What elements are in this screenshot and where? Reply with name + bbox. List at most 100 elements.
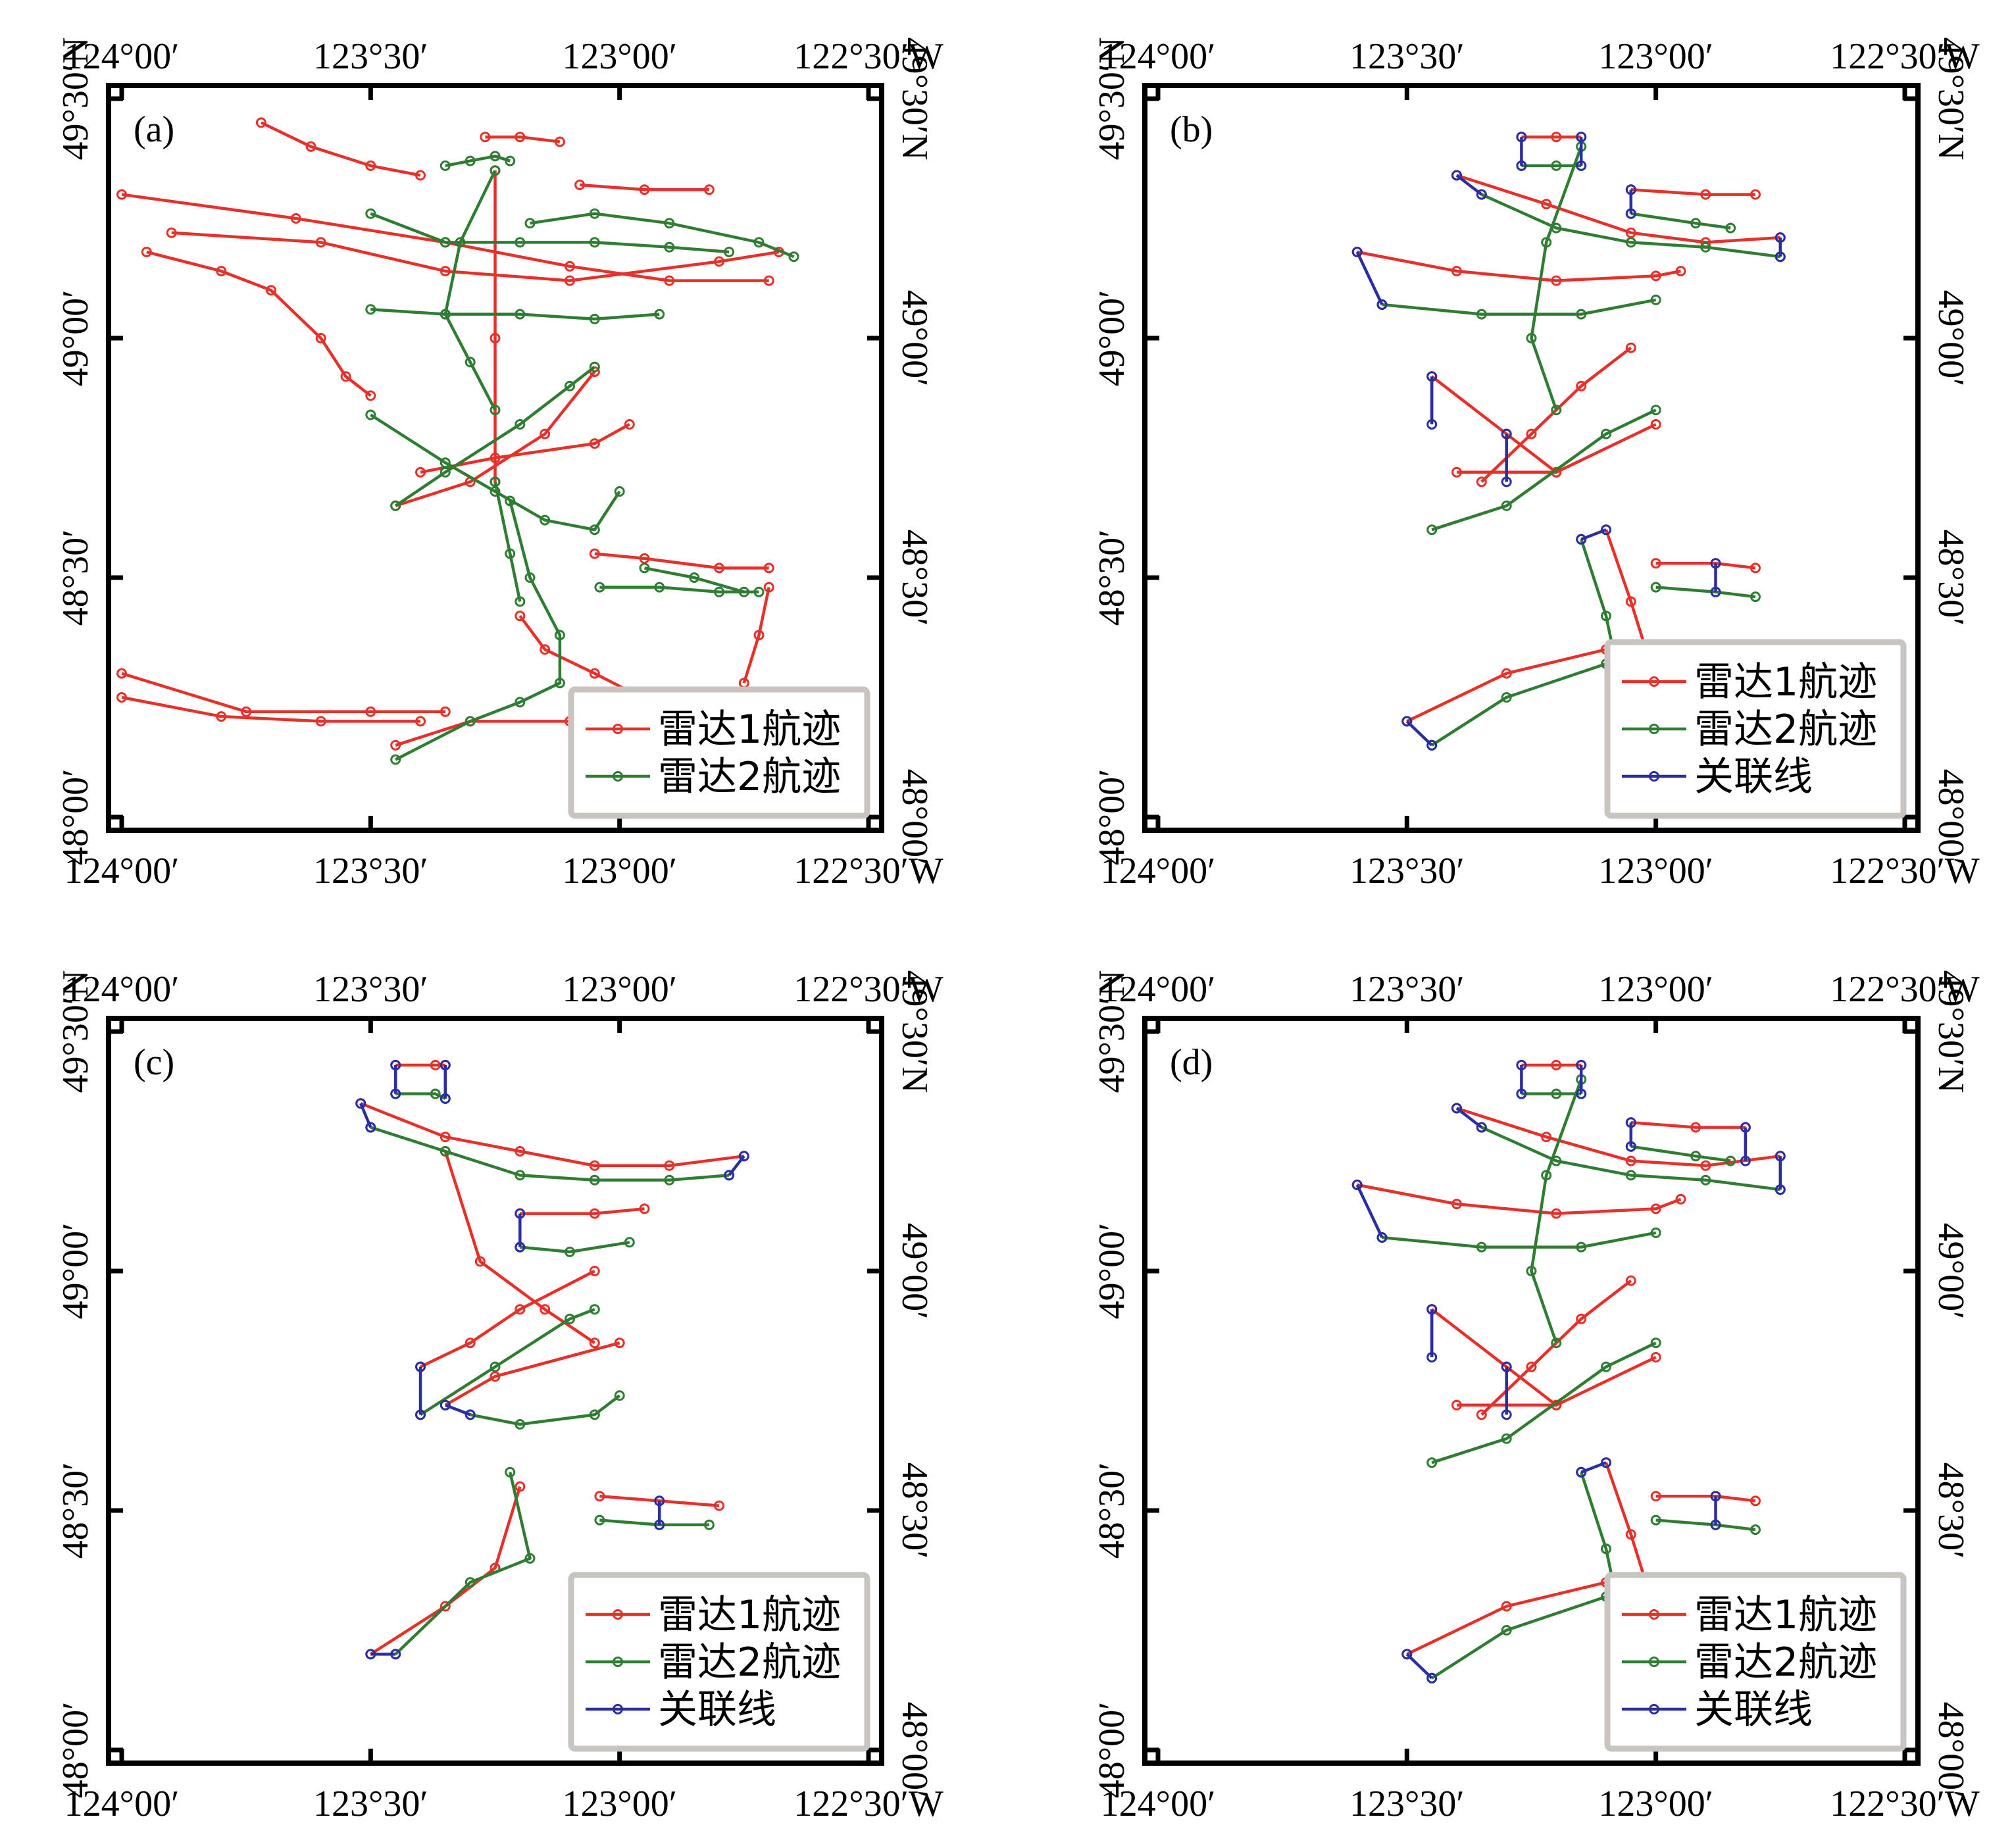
- track-line: [370, 413, 621, 532]
- track-point: [355, 1098, 366, 1109]
- legend-box: [568, 686, 870, 819]
- track-point: [1376, 299, 1388, 310]
- track-point: [266, 285, 276, 296]
- track-point: [664, 241, 675, 253]
- track-point: [1650, 1227, 1661, 1238]
- track-point: [554, 678, 565, 689]
- track-point: [365, 409, 376, 420]
- track-point: [1650, 405, 1661, 416]
- track-point: [1551, 1088, 1562, 1099]
- track-point: [505, 1466, 516, 1478]
- track-point: [654, 309, 665, 320]
- track-point: [714, 256, 724, 267]
- x-tick-label-top: 123°00′: [562, 36, 677, 77]
- track-point: [515, 309, 526, 320]
- track-point: [1601, 524, 1611, 536]
- x-tick-label-top: 123°30′: [1349, 969, 1465, 1010]
- track-point: [1476, 309, 1487, 320]
- y-tick-label-right: 48°00′: [1930, 769, 1971, 866]
- track-line: [395, 500, 562, 761]
- x-tick-label-bottom: 124°00′: [64, 1784, 180, 1824]
- track-point: [1426, 1457, 1438, 1468]
- track-point: [440, 1060, 451, 1070]
- track-line: [594, 552, 769, 570]
- track-point: [1451, 1399, 1462, 1411]
- track-point: [565, 1246, 575, 1257]
- track-point: [589, 1337, 600, 1349]
- track-point: [1516, 1060, 1527, 1070]
- track-line: [1630, 1121, 1746, 1129]
- track-point: [589, 208, 600, 219]
- track-line: [1406, 648, 1607, 723]
- track-line: [1456, 1107, 1781, 1168]
- track-point: [524, 1553, 536, 1564]
- x-tick-label-top: 124°00′: [1101, 969, 1216, 1010]
- track-point: [1576, 380, 1587, 391]
- track-point: [1501, 1625, 1512, 1636]
- track-point: [1526, 1361, 1537, 1372]
- panel-c: 124°00′ 124°00′ 123°30′ 123°30′ 123°00′ 123°0…: [55, 969, 944, 1824]
- track-point: [430, 1088, 441, 1099]
- track-point: [1476, 1122, 1487, 1133]
- x-tick-label-bottom: 124°00′: [1101, 1784, 1216, 1824]
- y-tick-label-right: 49°00′: [1930, 1223, 1971, 1320]
- track-point: [1351, 1180, 1363, 1190]
- track-point: [1690, 218, 1701, 229]
- track-point: [305, 141, 316, 152]
- track-line: [1480, 1126, 1781, 1191]
- track-point: [1426, 1352, 1438, 1362]
- track-point: [1700, 1174, 1711, 1186]
- track-point: [1576, 1313, 1587, 1324]
- track-point: [1650, 1352, 1661, 1362]
- track-point: [524, 572, 536, 583]
- legend-marker: [1649, 771, 1659, 782]
- track-point: [1750, 591, 1761, 603]
- track-point: [515, 1481, 526, 1492]
- track-point: [415, 1409, 426, 1420]
- y-tick-label-left: 49°30′N: [1092, 970, 1132, 1093]
- track-point: [654, 582, 665, 593]
- track-point: [1541, 199, 1552, 210]
- track-point: [515, 237, 526, 248]
- legend-box: [1604, 1572, 1907, 1752]
- track-point: [594, 1514, 605, 1526]
- track-point: [116, 668, 127, 679]
- y-tick-label-left: 49°00′: [55, 1223, 96, 1320]
- track-point: [1576, 160, 1587, 171]
- legend-marker: [1649, 1704, 1659, 1714]
- track-point: [1501, 428, 1512, 439]
- track-point: [1576, 309, 1587, 320]
- track-point: [1576, 1060, 1587, 1070]
- legend-marker: [613, 724, 623, 734]
- track-point: [1725, 222, 1736, 234]
- track-point: [440, 706, 451, 717]
- track-point: [440, 1132, 451, 1143]
- series-2: [1351, 1060, 1786, 1684]
- track-point: [714, 586, 724, 597]
- track-point: [515, 1208, 526, 1219]
- track-point: [1700, 189, 1711, 200]
- track-point: [1601, 1543, 1611, 1555]
- x-tick-label-top: 124°00′: [64, 36, 180, 77]
- track-point: [594, 1491, 605, 1502]
- y-tick-label-right: 49°00′: [1930, 290, 1971, 387]
- track-point: [1625, 1117, 1636, 1128]
- track-point: [589, 1174, 600, 1186]
- track-point: [1451, 1103, 1462, 1114]
- legend-entry: 关联线: [1694, 754, 1813, 800]
- y-tick-label-left: 49°30′N: [1092, 37, 1132, 160]
- track-line: [360, 1102, 745, 1168]
- panel-label: (c): [134, 1042, 174, 1083]
- track-point: [515, 1170, 526, 1181]
- track-point: [1451, 266, 1462, 277]
- track-point: [664, 1160, 675, 1171]
- track-point: [614, 1337, 625, 1349]
- track-point: [1700, 1160, 1711, 1171]
- track-line: [1530, 1079, 1583, 1343]
- track-point: [654, 1495, 665, 1507]
- track-point: [1625, 596, 1636, 607]
- legend-marker: [613, 1609, 623, 1620]
- track-point: [515, 697, 526, 708]
- track-point: [714, 562, 724, 574]
